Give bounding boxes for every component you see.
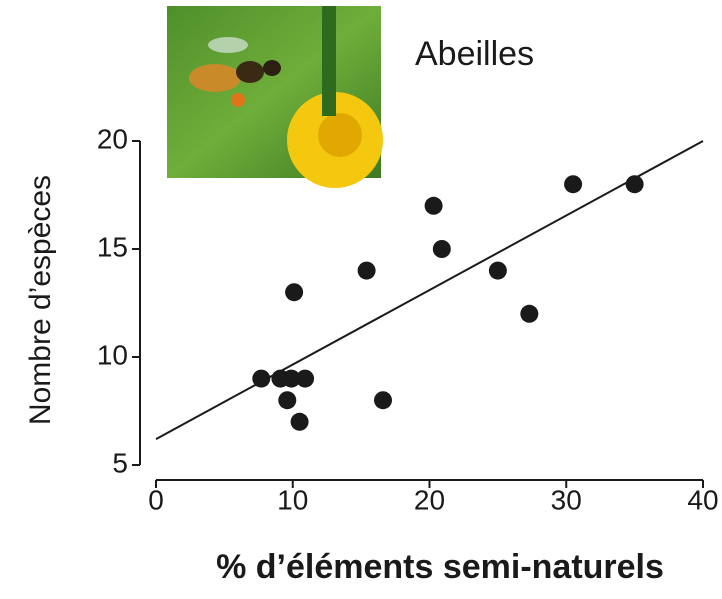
page: Abeilles % d’éléments semi-naturels Nomb…	[0, 0, 722, 599]
point	[252, 370, 270, 388]
point	[564, 175, 582, 193]
x-tick-label: 20	[414, 484, 445, 515]
chart: Abeilles % d’éléments semi-naturels Nomb…	[0, 0, 722, 594]
point	[358, 262, 376, 280]
point	[291, 413, 309, 431]
point	[425, 197, 443, 215]
x-axis-label: % d’éléments semi-naturels	[216, 548, 664, 586]
y-tick-label: 15	[97, 231, 128, 262]
point	[296, 370, 314, 388]
annotation: Abeilles	[415, 35, 534, 73]
x-tick-label: 40	[687, 484, 718, 515]
trend-line	[156, 141, 703, 439]
bee-photo	[167, 6, 383, 188]
point	[374, 391, 392, 409]
x-tick-label: 0	[148, 484, 164, 515]
point	[278, 391, 296, 409]
y-tick-label: 20	[97, 123, 128, 154]
y-tick-label: 5	[112, 447, 128, 478]
point	[520, 305, 538, 323]
point	[433, 240, 451, 258]
x-tick-label: 10	[277, 484, 308, 515]
x-tick-label: 30	[551, 484, 582, 515]
y-axis-label: Nombre d’espèces	[24, 175, 57, 425]
point	[489, 262, 507, 280]
point	[626, 175, 644, 193]
point	[285, 283, 303, 301]
y-tick-label: 10	[97, 339, 128, 370]
